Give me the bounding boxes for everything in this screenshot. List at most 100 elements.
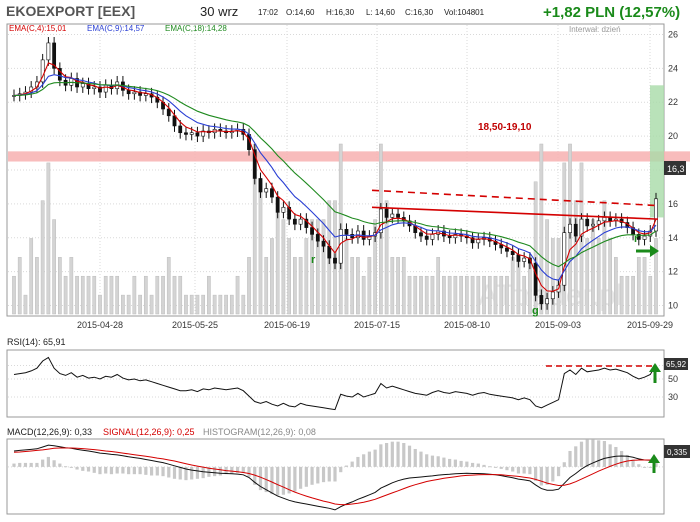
volume-bar	[350, 257, 355, 315]
macd-hist-bar	[637, 464, 641, 467]
volume-bar	[155, 275, 160, 315]
macd-hist-bar	[620, 450, 624, 467]
volume-bar	[161, 275, 165, 315]
macd-hist-bar	[453, 459, 457, 467]
macd-hist-bar	[281, 466, 286, 495]
macd-hist-bar	[597, 440, 601, 467]
macd-hist-bar	[390, 441, 394, 467]
macd-label: MACD(12,26,9): 0,33	[7, 427, 92, 437]
ema18-line	[13, 81, 657, 268]
volume-bar	[315, 219, 320, 315]
candle-body	[516, 254, 521, 262]
price-y-tick: 24	[668, 63, 678, 73]
rsi-last-badge	[664, 358, 688, 370]
volume-bar	[189, 294, 194, 315]
macd-hist-bar	[556, 466, 561, 477]
candle-body	[98, 86, 102, 93]
price-y-tick: 10	[668, 301, 678, 311]
macd-last-label: 0,335	[667, 448, 688, 457]
candle-body	[292, 218, 297, 225]
macd-hist-bar	[321, 466, 326, 483]
volume-bar	[499, 275, 504, 315]
macd-hist-bar	[528, 466, 532, 475]
macd-hist-bar	[230, 466, 234, 474]
macd-hist-bar	[167, 466, 171, 478]
volume-bar	[476, 275, 481, 315]
volume-bar	[126, 294, 131, 315]
candle-body	[264, 188, 269, 193]
volume-bar	[201, 294, 206, 315]
macd-hist-bar	[407, 445, 412, 467]
macd-hist-bar	[29, 462, 33, 467]
macd-hist-bar	[425, 454, 429, 467]
volume-bar	[218, 294, 223, 315]
macd-hist-bar	[465, 461, 469, 467]
macd-hist-bar	[344, 465, 349, 467]
volume-bar	[654, 238, 658, 315]
resistance-label: 18,50-19,10	[478, 122, 532, 133]
macd-hist-bar	[499, 466, 503, 469]
volume-bar	[143, 275, 148, 315]
volume-bar	[596, 238, 601, 315]
macd-hist-bar	[190, 466, 194, 480]
volume-bar	[505, 275, 509, 315]
mark-r2: r	[634, 233, 639, 245]
volume-bar	[224, 294, 228, 315]
candle-body	[138, 91, 143, 96]
volume-bar	[178, 275, 183, 315]
volume-bar	[287, 238, 291, 315]
macd-hist-bar	[493, 466, 498, 468]
macd-hist-bar	[35, 462, 39, 467]
macd-hist-bar	[522, 466, 526, 474]
macd-hist-bar	[69, 466, 73, 468]
candle-body	[195, 132, 200, 137]
candle-body	[396, 213, 400, 218]
price-y-tick: 26	[668, 29, 678, 39]
candle-body	[510, 251, 515, 256]
candle-body	[424, 235, 429, 240]
ema9-legend: EMA(C,9):14,57	[87, 24, 145, 33]
volume-bar	[442, 275, 446, 315]
volume-bar	[470, 275, 475, 315]
last-price-label: 16,3	[667, 164, 685, 174]
volume-bar	[390, 257, 395, 315]
volume-bar	[602, 200, 607, 315]
candle-body	[126, 90, 131, 95]
volume-bar	[453, 275, 458, 315]
volume-bar	[247, 257, 251, 315]
macd-hist-bar	[327, 466, 331, 482]
ema18-legend: EMA(C,18):14,28	[165, 24, 227, 33]
volume-bar	[12, 275, 16, 315]
candle-body	[46, 42, 51, 61]
volume-bar	[121, 294, 125, 315]
volume-bar	[631, 275, 635, 315]
candle-body	[184, 132, 188, 135]
volume-bar	[539, 143, 544, 315]
macd-hist-bar	[396, 441, 400, 467]
candle-body	[321, 240, 326, 247]
macd-hist-bar	[247, 466, 251, 477]
candle-body	[178, 125, 183, 134]
candle-body	[527, 257, 532, 264]
macd-hist-bar	[293, 466, 297, 492]
volume-bar	[614, 257, 618, 315]
candle-body	[378, 208, 383, 233]
candle-body	[476, 239, 481, 244]
volume-bar	[510, 257, 515, 315]
volume-bar	[132, 275, 137, 315]
candle-body	[310, 227, 314, 235]
macd-hist-bar	[654, 461, 658, 467]
macd-hist-bar	[178, 466, 182, 480]
macd-hist-bar	[436, 456, 440, 467]
volume-bar	[109, 275, 114, 315]
volume-bar	[436, 257, 441, 315]
volume-bar	[207, 275, 211, 315]
candle-body	[344, 228, 349, 235]
volume-bar	[29, 238, 34, 315]
volume-bar	[184, 294, 188, 315]
macd-hist-bar	[138, 466, 142, 475]
price-y-tick: 14	[668, 233, 678, 243]
volume-bar	[419, 275, 423, 315]
candle-body	[189, 132, 194, 135]
macd-hist-bar	[568, 450, 572, 467]
